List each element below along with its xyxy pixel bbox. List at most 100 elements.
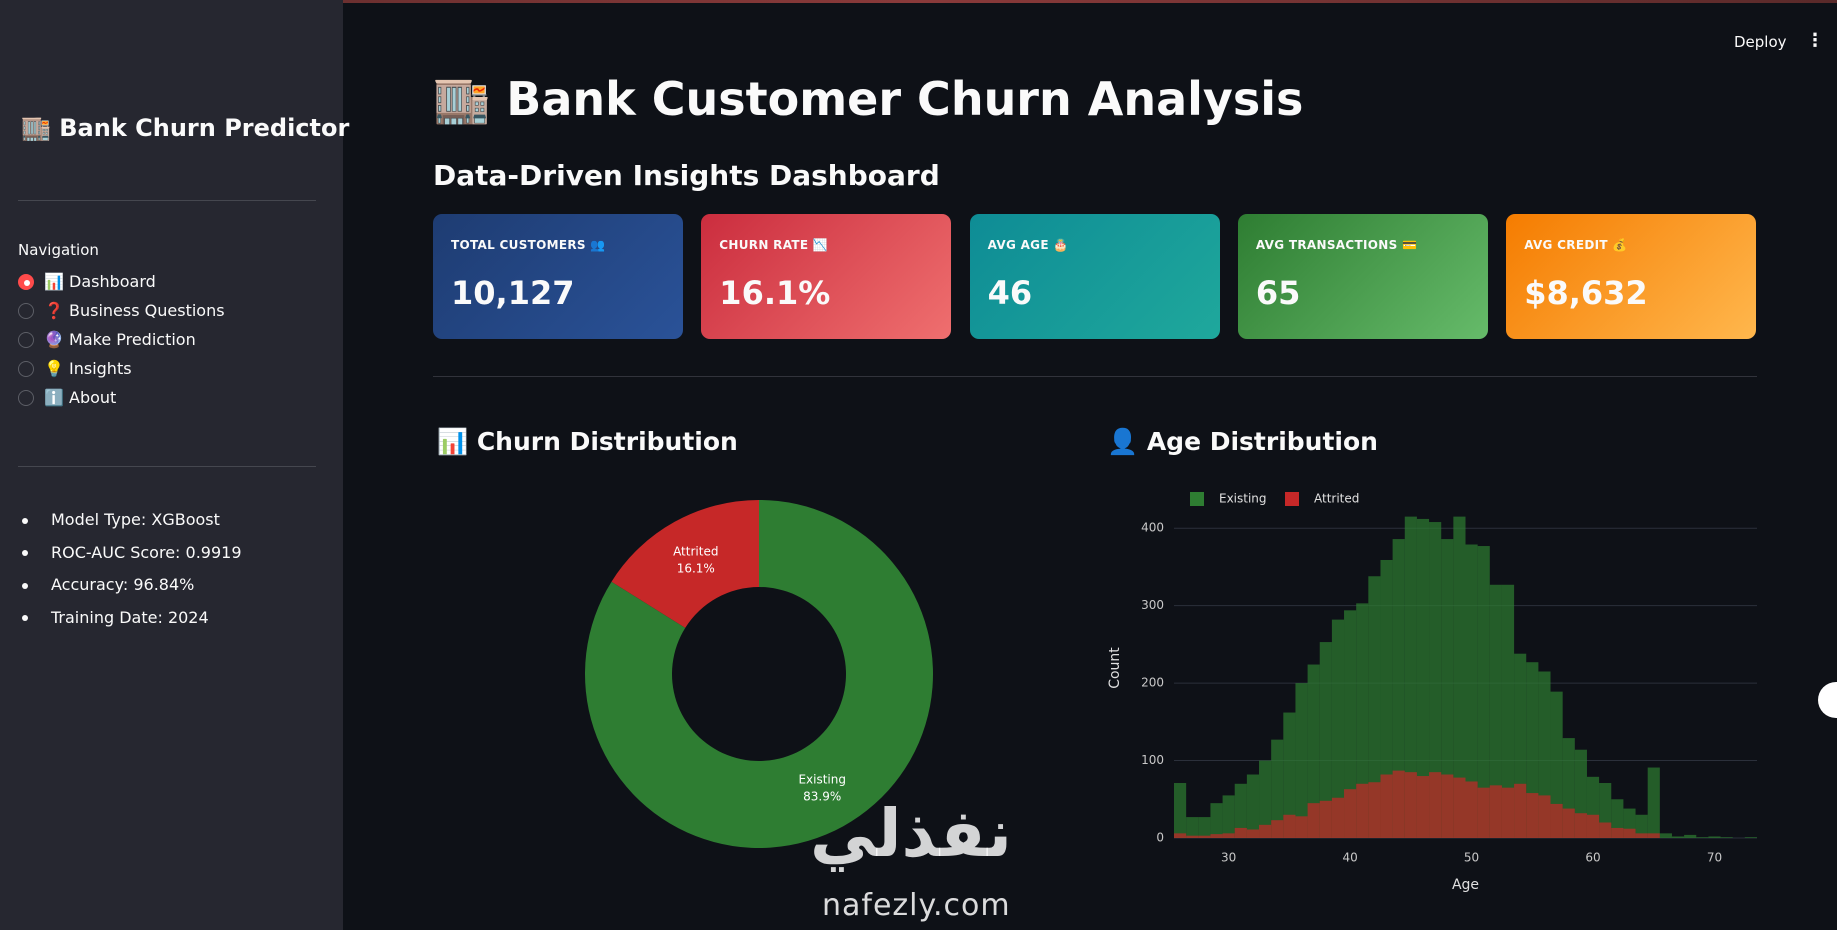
histogram-bar	[1234, 783, 1247, 838]
histogram-bar	[1356, 783, 1369, 838]
histogram-bar	[1514, 783, 1527, 838]
deploy-button[interactable]: Deploy	[1734, 33, 1787, 51]
metric-value: 16.1%	[719, 274, 831, 312]
histogram-bar	[1635, 833, 1648, 838]
histogram-bar	[1501, 787, 1515, 838]
legend-label: Existing	[1219, 492, 1267, 506]
floating-button[interactable]	[1818, 682, 1837, 718]
histogram-bar	[1720, 837, 1733, 838]
y-tick-label: 100	[1141, 753, 1164, 767]
histogram-bar	[1331, 797, 1345, 838]
histogram-bar	[1623, 828, 1636, 838]
histogram-bar	[1489, 584, 1502, 838]
histogram-bar	[1283, 712, 1296, 838]
menu-button[interactable]: ⋮	[1806, 30, 1824, 51]
y-tick-label: 200	[1141, 676, 1164, 690]
histogram-bar	[1453, 516, 1466, 838]
histogram-bar	[1186, 835, 1199, 838]
nav-text: 🔮 Make Prediction	[44, 330, 196, 349]
metric-card: AVG TRANSACTIONS 💳 65	[1237, 214, 1488, 339]
divider	[18, 200, 316, 201]
metric-card: TOTAL CUSTOMERS 👥 10,127	[433, 214, 683, 339]
histogram-bar	[1271, 739, 1284, 838]
histogram-bar	[1453, 777, 1466, 838]
histogram-bar	[1307, 664, 1320, 838]
radio[interactable]	[18, 331, 34, 348]
y-tick-label: 300	[1141, 598, 1164, 612]
x-tick-label: 30	[1221, 851, 1236, 865]
histogram-bar	[1416, 776, 1430, 838]
divider	[433, 376, 1757, 377]
nav-item[interactable]: 💡 Insights	[18, 359, 132, 378]
histogram-bar	[1441, 774, 1454, 838]
nav-text: ❓ Business Questions	[44, 301, 225, 320]
nav-item[interactable]: 📊 Dashboard	[18, 272, 156, 291]
watermark: nafezly.com	[822, 888, 1011, 923]
histogram-bar	[1271, 820, 1284, 838]
x-tick-label: 50	[1464, 851, 1479, 865]
metric-card: AVG CREDIT 💰 $8,632	[1506, 214, 1757, 339]
divider	[18, 466, 316, 467]
histogram-bar	[1222, 795, 1235, 838]
histogram-bar	[1684, 834, 1697, 838]
histogram-bar	[1344, 610, 1357, 838]
radio[interactable]	[18, 302, 34, 319]
radio[interactable]	[18, 389, 34, 406]
histogram-bar	[1744, 837, 1757, 838]
nav-item[interactable]: ℹ️ About	[18, 388, 116, 407]
histogram-bar	[1489, 785, 1502, 838]
histogram-bar	[1246, 829, 1260, 838]
histogram-bar	[1429, 772, 1442, 838]
histogram-bar	[1368, 782, 1381, 838]
histogram-bar	[1222, 833, 1235, 838]
radio[interactable]	[18, 360, 34, 377]
histogram-bar	[1404, 772, 1417, 838]
metric-value: 65	[1255, 274, 1301, 312]
slice-value: 83.9%	[803, 790, 841, 804]
metric-value: 46	[987, 274, 1033, 312]
histogram-bar	[1259, 760, 1272, 838]
histogram-bar	[1210, 834, 1223, 838]
nav-item[interactable]: ❓ Business Questions	[18, 301, 225, 320]
legend-swatch	[1285, 492, 1299, 506]
histogram-bar	[1647, 767, 1660, 838]
histogram-bar	[1562, 808, 1575, 838]
metric-label: AVG CREDIT 💰	[1524, 238, 1628, 252]
histogram-bar	[1307, 803, 1320, 838]
histogram-bar	[1392, 539, 1405, 838]
histogram-bar	[1368, 576, 1381, 838]
histogram-bar	[1259, 824, 1272, 838]
pie-slice	[611, 500, 759, 628]
nav-text: 📊 Dashboard	[44, 272, 156, 291]
histogram-bar	[1198, 817, 1211, 838]
nav-label: Navigation	[18, 241, 99, 259]
histogram-bar	[1283, 814, 1296, 838]
histogram-bar	[1465, 781, 1478, 838]
histogram-bar	[1356, 603, 1369, 838]
top-line	[0, 0, 1837, 3]
sidebar-title: 🏬 Bank Churn Predictor	[21, 114, 350, 142]
histogram-bar	[1538, 795, 1551, 838]
nav-item[interactable]: 🔮 Make Prediction	[18, 330, 196, 349]
histogram-bar	[1586, 814, 1600, 838]
histogram-bar	[1234, 827, 1247, 838]
histogram-bar	[1295, 816, 1308, 838]
nav-text: 💡 Insights	[44, 359, 132, 378]
metric-label: TOTAL CUSTOMERS 👥	[451, 238, 606, 252]
model-info: Accuracy: 96.84%	[22, 575, 194, 594]
histogram-bar	[1246, 774, 1260, 838]
histogram-bar	[1526, 793, 1539, 838]
watermark: نفذلي	[810, 795, 1012, 872]
metric-label: CHURN RATE 📉	[719, 238, 829, 252]
histogram-bar	[1574, 813, 1587, 838]
slice-value: 16.1%	[677, 561, 715, 575]
histogram-bar	[1429, 522, 1442, 838]
histogram-bar	[1198, 835, 1211, 838]
histogram-bar	[1465, 544, 1478, 838]
radio[interactable]	[18, 273, 34, 290]
histogram-bar	[1550, 803, 1563, 838]
histogram-bar	[1210, 803, 1223, 838]
nav-text: ℹ️ About	[44, 388, 117, 407]
